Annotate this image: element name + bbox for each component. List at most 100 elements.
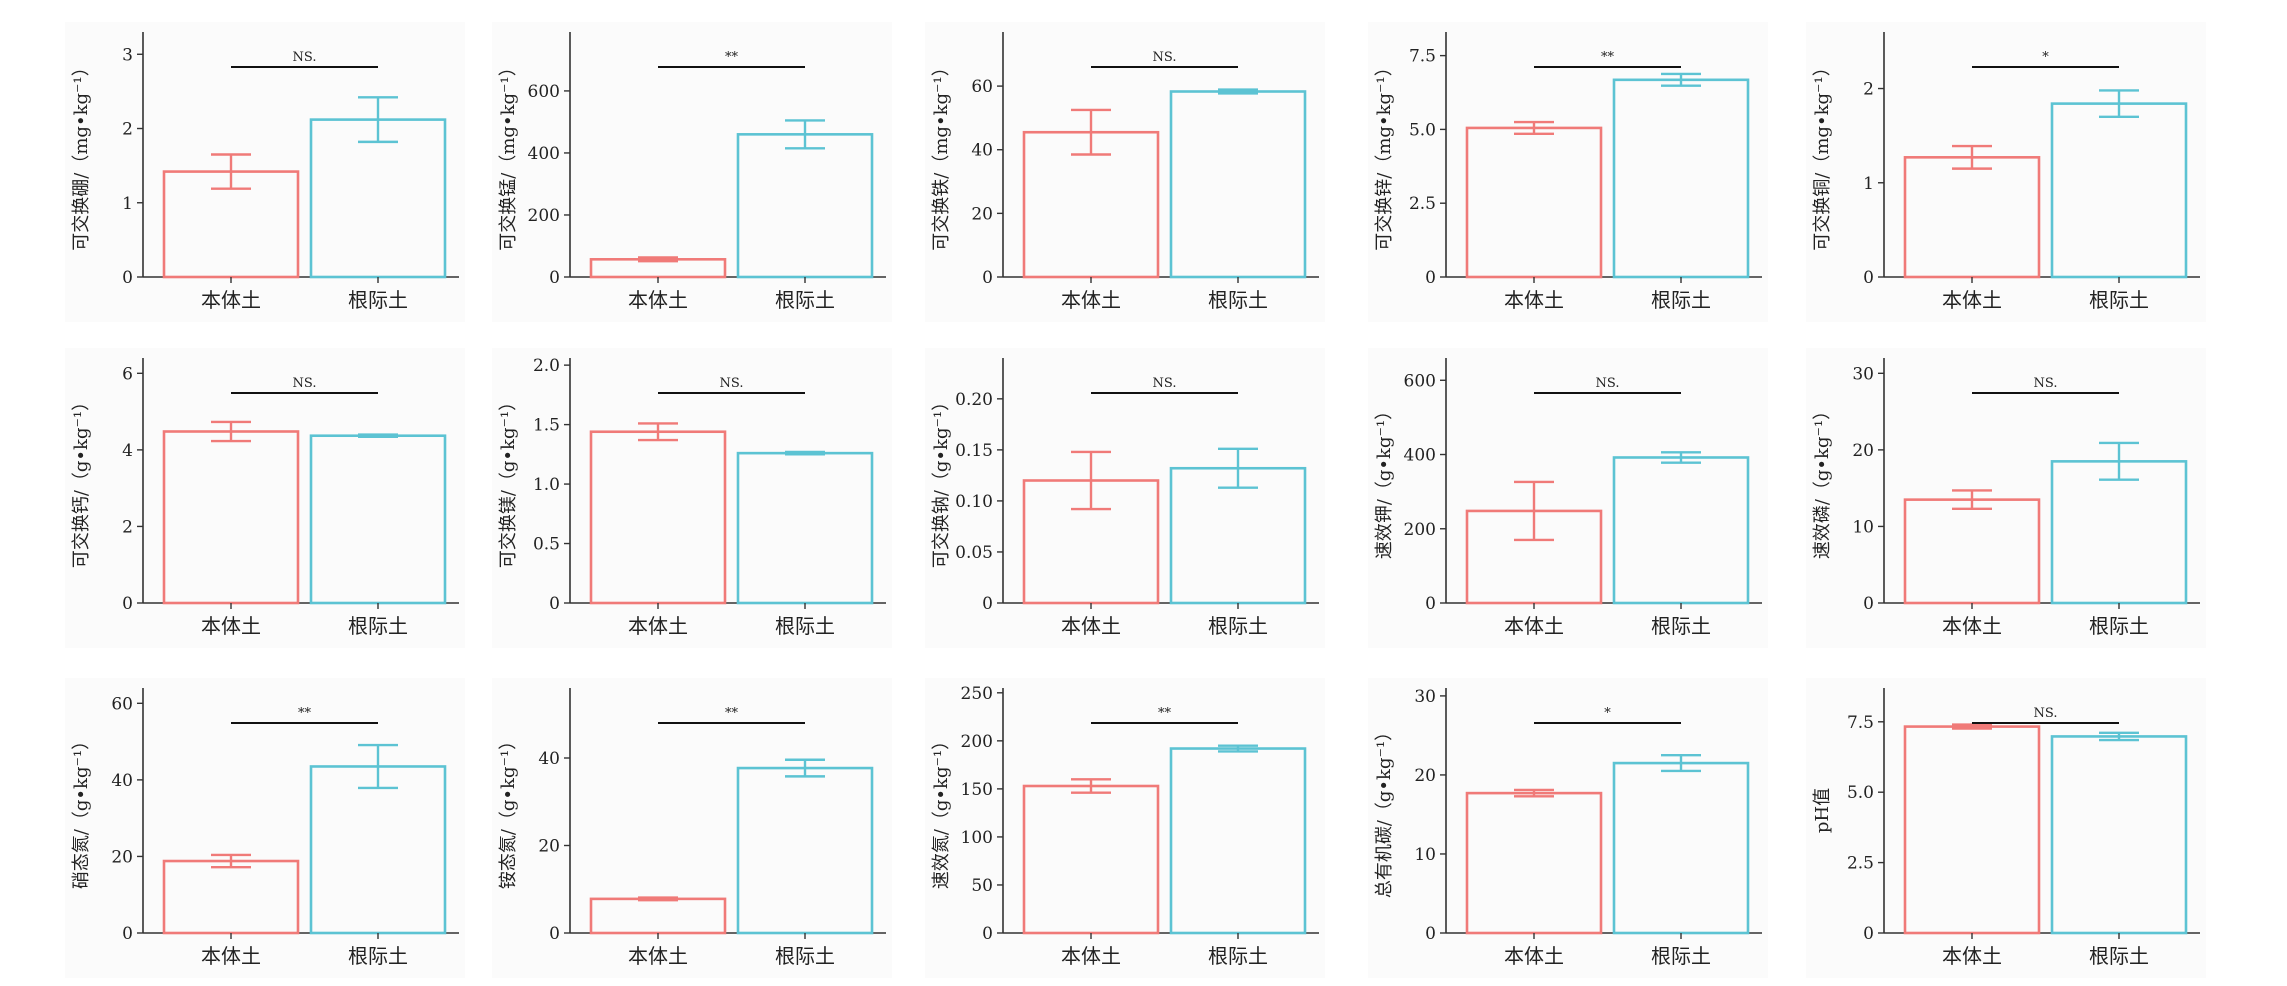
- significance-label: NS.: [720, 376, 744, 391]
- y-tick-label: 5.0: [1847, 783, 1874, 803]
- x-tick-label: 本体土: [1504, 944, 1564, 968]
- error-bar: [211, 153, 251, 190]
- chart-panel-13: 0 50 100 150 200 250 本体土 根际土 ** 速效氮/（g•kg⁻¹）: [925, 678, 1325, 978]
- y-axis-label: 铵态氮/（g•kg⁻¹）: [498, 732, 519, 889]
- y-tick-label: 0.15: [955, 441, 993, 461]
- y-tick-label: 0: [122, 594, 133, 614]
- y-tick-label: 0: [1425, 594, 1436, 614]
- x-tick-label: 本体土: [1504, 614, 1564, 638]
- significance-label: NS.: [2034, 376, 2058, 391]
- x-tick-label: 根际土: [2089, 944, 2149, 968]
- y-tick-label: 30: [1852, 364, 1874, 384]
- x-tick-label: 根际土: [1651, 614, 1711, 638]
- significance-label: NS.: [293, 376, 317, 391]
- y-axis-label: pH值: [1812, 788, 1833, 833]
- x-tick-label: 本体土: [201, 288, 261, 312]
- error-bar: [1071, 778, 1111, 794]
- chart-panel-4: 0 2.5 5.0 7.5 本体土 根际土 ** 可交换锌/（mg•kg⁻¹）: [1368, 22, 1768, 322]
- x-tick-label: 本体土: [1504, 288, 1564, 312]
- error-bar: [2099, 89, 2139, 119]
- y-tick-label: 50: [971, 876, 993, 896]
- x-tick-label: 根际土: [2089, 614, 2149, 638]
- y-axis-label: 可交换镁/（g•kg⁻¹）: [498, 393, 519, 568]
- y-tick-label: 0.10: [955, 492, 993, 512]
- y-tick-label: 7.5: [1847, 713, 1874, 733]
- error-bar: [211, 853, 251, 869]
- y-tick-label: 0: [982, 268, 993, 288]
- y-tick-label: 0: [549, 268, 560, 288]
- error-bar: [1218, 447, 1258, 489]
- y-tick-label: 2.5: [1847, 854, 1874, 874]
- y-axis-label: 可交换硼/（mg•kg⁻¹）: [71, 58, 92, 250]
- y-tick-label: 20: [538, 837, 560, 857]
- y-tick-label: 200: [1404, 520, 1436, 540]
- error-bar: [638, 256, 678, 263]
- y-tick-label: 0.05: [955, 543, 993, 563]
- y-tick-label: 20: [1852, 441, 1874, 461]
- y-tick-label: 100: [961, 828, 993, 848]
- error-bar: [1952, 144, 1992, 170]
- error-bar: [358, 743, 398, 790]
- panel-background: [925, 22, 1325, 322]
- chart-panel-5: 0 1 2 本体土 根际土 * 可交换铜/（mg•kg⁻¹）: [1806, 22, 2206, 322]
- significance-label: NS.: [293, 50, 317, 65]
- y-tick-label: 40: [971, 141, 993, 161]
- x-tick-label: 本体土: [1061, 614, 1121, 638]
- y-tick-label: 400: [528, 144, 560, 164]
- panel-background: [65, 678, 465, 978]
- y-tick-label: 40: [538, 749, 560, 769]
- chart-panel-15: 0 2.5 5.0 7.5 本体土 根际土 NS. pH值: [1806, 678, 2206, 978]
- x-tick-label: 本体土: [1061, 288, 1121, 312]
- panel-background: [65, 348, 465, 648]
- y-tick-label: 30: [1414, 687, 1436, 707]
- y-tick-label: 2: [1863, 80, 1874, 100]
- y-tick-label: 20: [1414, 766, 1436, 786]
- y-tick-label: 10: [1414, 845, 1436, 865]
- y-tick-label: 200: [961, 732, 993, 752]
- y-axis-label: 速效磷/（g•kg⁻¹）: [1812, 402, 1833, 559]
- y-tick-label: 0: [1425, 924, 1436, 944]
- significance-label: *: [2042, 50, 2049, 65]
- y-tick-label: 7.5: [1409, 47, 1436, 67]
- error-bar: [2099, 731, 2139, 742]
- x-tick-label: 根际土: [775, 614, 835, 638]
- y-tick-label: 40: [111, 771, 133, 791]
- y-axis-label: 可交换锌/（mg•kg⁻¹）: [1374, 58, 1395, 250]
- x-tick-label: 根际土: [775, 944, 835, 968]
- significance-label: **: [298, 706, 312, 721]
- error-bar: [1661, 753, 1701, 773]
- y-axis-label: 速效钾/（g•kg⁻¹）: [1374, 402, 1395, 559]
- y-axis-label: 可交换铜/（mg•kg⁻¹）: [1812, 58, 1833, 250]
- x-tick-label: 本体土: [201, 944, 261, 968]
- y-tick-label: 1.5: [533, 416, 560, 436]
- chart-panel-12: 0 20 40 本体土 根际土 ** 铵态氮/（g•kg⁻¹）: [492, 678, 892, 978]
- significance-label: NS.: [1153, 376, 1177, 391]
- y-tick-label: 4: [122, 441, 133, 461]
- y-tick-label: 250: [961, 684, 993, 704]
- y-tick-label: 10: [1852, 517, 1874, 537]
- x-tick-label: 根际土: [348, 288, 408, 312]
- chart-panel-3: 0 20 40 60 本体土 根际土 NS. 可交换铁/（mg•kg⁻¹）: [925, 22, 1325, 322]
- y-tick-label: 60: [971, 77, 993, 97]
- y-tick-label: 5.0: [1409, 120, 1436, 140]
- y-tick-label: 3: [122, 45, 133, 65]
- y-tick-label: 0: [122, 924, 133, 944]
- error-bar: [1514, 120, 1554, 136]
- y-tick-label: 2: [122, 517, 133, 537]
- y-tick-label: 400: [1404, 446, 1436, 466]
- x-tick-label: 本体土: [201, 614, 261, 638]
- chart-panel-10: 0 10 20 30 本体土 根际土 NS. 速效磷/（g•kg⁻¹）: [1806, 348, 2206, 648]
- y-tick-label: 60: [111, 694, 133, 714]
- x-tick-label: 根际土: [1651, 288, 1711, 312]
- x-tick-label: 根际土: [775, 288, 835, 312]
- significance-label: **: [725, 50, 739, 65]
- panel-background: [492, 22, 892, 322]
- significance-label: **: [1158, 706, 1172, 721]
- y-axis-label: 速效氮/（g•kg⁻¹）: [931, 732, 952, 889]
- x-tick-label: 根际土: [1208, 614, 1268, 638]
- panel-background: [1806, 22, 2206, 322]
- x-tick-label: 本体土: [1942, 944, 2002, 968]
- panel-background: [492, 678, 892, 978]
- chart-panel-2: 0 200 400 600 本体土 根际土 ** 可交换锰/（mg•kg⁻¹）: [492, 22, 892, 322]
